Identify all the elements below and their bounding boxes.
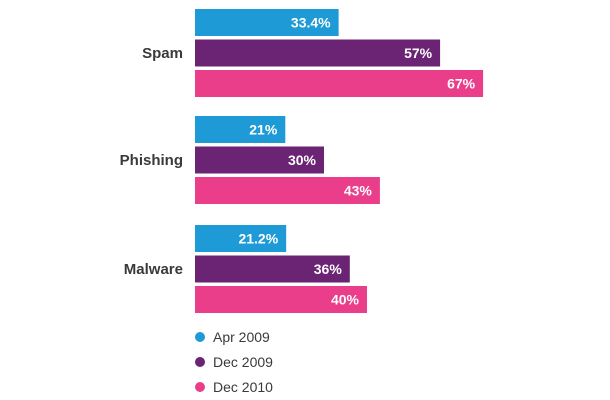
bar-label: 33.4% [291,15,331,31]
legend-label: Dec 2009 [213,354,273,370]
bar-malware-dec-2009 [195,255,350,283]
legend-label: Dec 2010 [213,379,273,395]
legend-swatch [195,357,205,367]
bar-phishing-apr-2009 [195,116,286,143]
bar-spam-apr-2009 [195,9,339,36]
bar-phishing-dec-2010 [195,177,380,204]
bar-label: 40% [331,292,360,308]
bar-label: 67% [447,76,476,92]
bar-label: 21% [249,122,278,138]
bar-spam-dec-2009 [195,39,441,67]
bar-label: 57% [404,45,433,61]
bar-label: 30% [288,152,317,168]
legend: Apr 2009 Dec 2009 Dec 2010 [195,329,273,395]
bar-malware-apr-2009 [195,225,287,252]
bar-group-phishing: 21% 30% 43% Phishing [120,116,380,204]
bar-label: 36% [314,261,343,277]
category-label: Phishing [120,152,183,169]
bar-label: 43% [344,183,373,199]
bar-spam-dec-2010 [195,70,484,97]
bar-label: 21.2% [238,231,278,247]
legend-label: Apr 2009 [213,329,270,345]
bar-group-malware: 21.2% 36% 40% Malware [124,225,367,313]
bar-phishing-dec-2009 [195,146,324,174]
bar-group-spam: 33.4% 57% 67% Spam [142,9,484,97]
legend-swatch [195,332,205,342]
category-label: Malware [124,261,183,278]
legend-swatch [195,382,205,392]
bar-malware-dec-2010 [195,286,367,313]
category-label: Spam [142,45,183,62]
